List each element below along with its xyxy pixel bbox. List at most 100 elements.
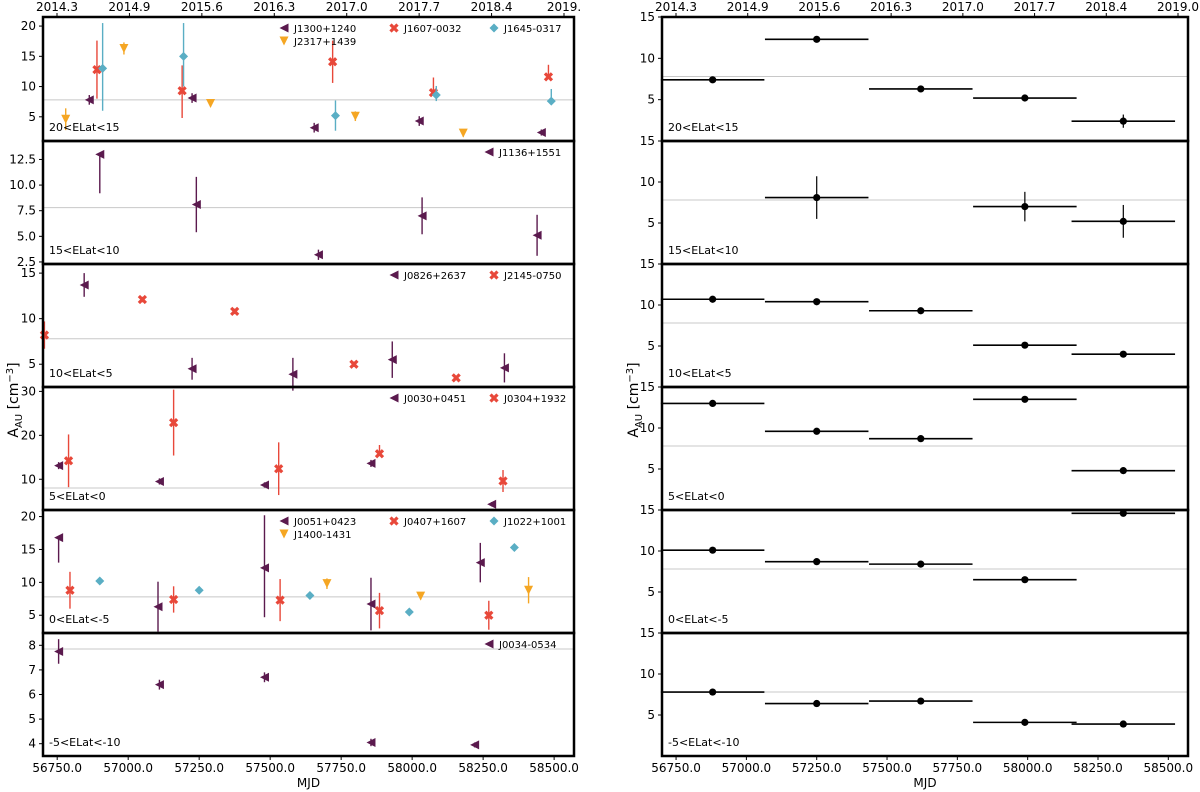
- y-tick-label: 6: [28, 688, 36, 702]
- legend-label: J2317+1439: [293, 37, 356, 48]
- data-point: [917, 560, 925, 568]
- series-J0407+1607: [65, 571, 494, 630]
- data-point: [451, 373, 461, 383]
- data-point: [498, 476, 508, 486]
- x-tick-label: 57250.0: [792, 761, 842, 775]
- top-tick-label: 2015.6: [798, 0, 840, 14]
- legend-label: J0030+0451: [403, 394, 466, 405]
- panel: 5 10 15 20 J1300+1240 J1607-0032 J1645-0317 J23…: [21, 15, 576, 143]
- y-axis-title-sub: AU: [634, 414, 645, 428]
- panel-frame: [41, 139, 576, 266]
- series-J2317+1439: [61, 42, 468, 138]
- panel: 10 20 30 J0030+0451 J0304+1932 5<ELat<0: [21, 384, 576, 512]
- top-tick-label: 2015.6: [181, 0, 223, 14]
- panel: 4 5 6 7 8 J0034-0534 -5<ELat<-10: [28, 631, 576, 758]
- panel-label: 15<ELat<10: [49, 244, 120, 257]
- panel-frame: [41, 508, 576, 635]
- data-point: [374, 449, 385, 459]
- y-tick-label: 15: [640, 503, 655, 517]
- y-tick-label: 10: [640, 544, 655, 558]
- y-tick-label: 7: [28, 663, 36, 677]
- data-point: [813, 558, 821, 566]
- top-tick-label: 2014.3: [36, 0, 78, 14]
- series-J0030+0451: [54, 458, 497, 509]
- panel-frame: [660, 508, 1190, 635]
- series-J1022+1001: [95, 542, 519, 617]
- data-point: [1119, 509, 1127, 517]
- legend-marker: [489, 23, 499, 33]
- x-tick-label: 58500.0: [529, 761, 579, 775]
- data-point: [546, 96, 556, 106]
- y-tick-label: 30: [21, 384, 36, 398]
- top-tick-label: 2019.: [547, 0, 581, 14]
- data-point: [475, 558, 485, 568]
- data-point: [61, 114, 71, 124]
- y-tick-label: 15: [640, 10, 655, 24]
- data-point: [543, 72, 554, 82]
- data-point: [177, 86, 187, 96]
- data-point: [187, 364, 197, 374]
- x-tick-label: 58250.0: [1073, 761, 1123, 775]
- data-point: [1119, 117, 1127, 125]
- data-point: [330, 111, 340, 121]
- y-tick-label: 5: [647, 339, 655, 353]
- panel-frame: [660, 15, 1190, 143]
- x-tick-label: 58500.0: [1143, 761, 1193, 775]
- data-point: [1021, 395, 1029, 403]
- legend-marker: [484, 147, 494, 157]
- top-tick-label: 2016.3: [253, 0, 295, 14]
- series-J0826+2637: [79, 273, 509, 391]
- top-axis: 2014.3 2014.9 2015.6 2016.3 2017.0 2017.7 2018…: [655, 0, 1199, 17]
- data-point: [1021, 341, 1029, 349]
- top-tick-label: 2018.4: [471, 0, 513, 14]
- data-point: [259, 480, 269, 490]
- data-point: [259, 563, 269, 573]
- y-tick-label: 15: [640, 134, 655, 148]
- legend-marker: [279, 23, 289, 33]
- y-tick-label: 15: [640, 257, 655, 271]
- y-tick-label: 12.5: [9, 152, 36, 166]
- panel-label: 10<ELat<5: [49, 367, 113, 380]
- data-point: [350, 111, 360, 121]
- data-point: [431, 90, 441, 100]
- legend-marker: [489, 270, 499, 280]
- binned-series: [660, 395, 1176, 475]
- panel-frame: [660, 385, 1190, 512]
- top-tick-label: 2014.9: [727, 0, 769, 14]
- legend-label: J0304+1932: [503, 394, 566, 405]
- x-tick-label: 58000.0: [1003, 761, 1053, 775]
- x-tick-label: 58250.0: [458, 761, 508, 775]
- y-tick-label: 8: [28, 638, 36, 652]
- y-tick-label: 10: [21, 312, 36, 326]
- y-tick-label: 15: [21, 266, 36, 280]
- data-point: [154, 680, 164, 690]
- series-J1607-0032: [92, 40, 554, 119]
- data-point: [274, 464, 284, 474]
- data-point: [79, 280, 89, 290]
- top-tick-label: 2017.0: [326, 0, 368, 14]
- data-point: [1021, 718, 1029, 726]
- data-point: [313, 250, 323, 260]
- data-point: [95, 576, 105, 586]
- binned-series: [660, 688, 1176, 728]
- series-J0034-0534: [54, 639, 480, 750]
- panel-frame: [41, 15, 576, 143]
- x-tick-label: 57500.0: [862, 761, 912, 775]
- data-point: [366, 458, 376, 468]
- data-point: [1021, 94, 1029, 102]
- data-point: [187, 93, 197, 103]
- panel-frame: [660, 631, 1190, 758]
- panel: 5 10 15 20<ELat<15: [640, 10, 1190, 143]
- data-point: [470, 740, 480, 750]
- data-point: [54, 533, 64, 543]
- y-tick-label: 5: [647, 708, 655, 722]
- y-tick-label: 20: [21, 19, 36, 33]
- y-axis-title-unit: [cm: [6, 383, 22, 414]
- y-tick-label: 10: [640, 175, 655, 189]
- y-axis-title-close: ]: [626, 362, 642, 367]
- x-tick-label: 56750.0: [32, 761, 82, 775]
- data-point: [54, 646, 64, 656]
- data-point: [154, 476, 164, 486]
- data-point: [509, 542, 519, 552]
- right-figure: 5 10 15 20<ELat<15 5 10 15 15<ELat<10 5 10 15 10<EL…: [625, 0, 1199, 790]
